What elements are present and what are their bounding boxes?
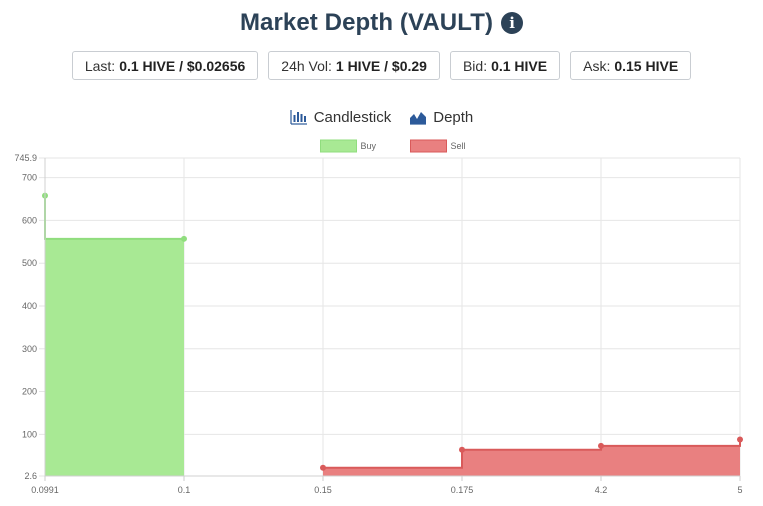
depth-chart-icon (410, 112, 427, 125)
sell-point (737, 436, 743, 443)
stat-label: Ask: (583, 57, 611, 74)
depth-chart: Buy Sell 745.9 700 600 500 400 300 200 100 2.6 0.0… (14, 139, 743, 495)
tab-label: Candlestick (313, 108, 392, 126)
market-stats: Last: 0.1 HIVE / $0.02656 24h Vol: 1 HIV… (0, 51, 763, 80)
stat-label: Bid: (462, 57, 488, 74)
stat-value: 0.1 HIVE (491, 57, 548, 74)
y-tick-label: 100 (22, 429, 37, 439)
legend-label: Sell (451, 141, 466, 151)
tab-depth[interactable]: Depth (409, 109, 473, 126)
stat-value: 0.15 HIVE (614, 57, 679, 74)
stat-value: 0.1 HIVE / $0.02656 (119, 57, 246, 74)
page-title: Market Depth (VAULT) (239, 9, 494, 36)
sell-area (323, 439, 740, 476)
stat-last: Last: 0.1 HIVE / $0.02656 (71, 51, 259, 80)
y-tick-label: 300 (22, 344, 37, 354)
stat-value: 1 HIVE / $0.29 (335, 57, 427, 74)
y-tick-label: 2.6 (24, 471, 37, 481)
x-tick-label: 4.2 (595, 485, 608, 495)
tab-candlestick[interactable]: Candlestick (290, 108, 392, 126)
y-tick-label: 500 (22, 258, 37, 268)
x-tick-label: 0.1 (178, 485, 191, 495)
stat-label: Last: (84, 57, 116, 74)
stat-24h-volume: 24h Vol: 1 HIVE / $0.29 (268, 51, 440, 80)
buy-area (45, 195, 184, 477)
x-tick-label: 5 (737, 485, 742, 495)
chart-legend: Buy Sell (320, 139, 466, 153)
x-tick-label: 0.15 (314, 485, 332, 495)
title-row: Market Depth (VAULT) i (0, 6, 763, 40)
sell-point (459, 446, 465, 453)
y-tick-label: 400 (22, 301, 37, 311)
y-tick-label: 200 (22, 387, 37, 397)
y-tick-label: 700 (22, 173, 37, 183)
y-tick-label: 600 (22, 215, 37, 225)
x-tick-label: 0.0991 (31, 485, 59, 495)
legend-label: Buy (361, 141, 377, 151)
stat-label: 24h Vol: (281, 57, 332, 74)
chart-type-tabs: Candlestick Depth (0, 106, 763, 128)
buy-point (181, 235, 187, 242)
chart-series (42, 192, 743, 477)
tab-label: Depth (433, 108, 474, 126)
sell-point (320, 464, 326, 471)
sell-line (323, 439, 741, 469)
info-icon[interactable]: i (501, 12, 524, 34)
x-tick-label: 0.175 (451, 485, 474, 495)
legend-swatch (320, 139, 357, 153)
stat-ask: Ask: 0.15 HIVE (570, 51, 692, 80)
sell-point (598, 442, 604, 449)
buy-line (44, 195, 184, 240)
legend-swatch (410, 139, 447, 153)
candlestick-icon (290, 110, 307, 125)
stat-bid: Bid: 0.1 HIVE (449, 51, 561, 80)
chart-axes: 745.9 700 600 500 400 300 200 100 2.6 0.0991 0.1 0.… (14, 153, 742, 495)
y-tick-label: 745.9 (14, 153, 37, 163)
